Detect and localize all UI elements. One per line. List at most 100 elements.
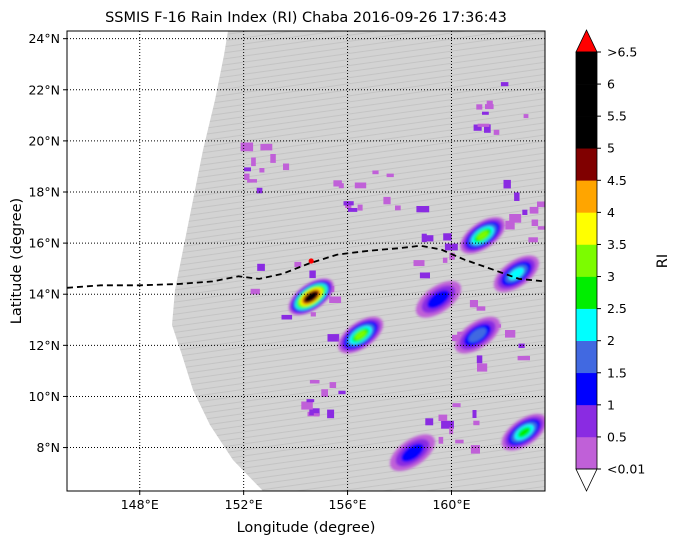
colorbar-tick-label: 1 <box>607 397 615 412</box>
colorbar-tick-label: 4.5 <box>607 173 627 188</box>
rain-speck <box>281 314 293 320</box>
colorbar-tick-label: 4 <box>607 205 615 220</box>
rain-speck <box>283 163 290 171</box>
rain-index-field <box>240 82 545 472</box>
y-axis-label: Latitude (degree) <box>9 198 25 324</box>
rain-speck <box>256 187 263 194</box>
rain-speck <box>537 201 545 208</box>
rain-speck <box>347 208 358 212</box>
rain-speck <box>383 196 391 205</box>
rain-speck <box>442 257 448 263</box>
rain-speck <box>425 418 434 426</box>
y-axis: 8°N 10°N 12°N 14°N 16°N 18°N 20°N 22°N 24°N <box>28 31 67 455</box>
y-tick-label: 18°N <box>28 185 60 200</box>
rain-speck <box>469 300 478 308</box>
storm-track <box>67 244 545 289</box>
rain-speck <box>505 330 516 338</box>
rain-speck <box>505 220 515 230</box>
rain-cell <box>338 316 384 354</box>
rain-speck <box>309 270 316 279</box>
rain-cell <box>454 316 501 354</box>
y-tick-label: 20°N <box>28 133 60 148</box>
x-tick-label: 160°E <box>432 497 470 512</box>
rain-speck <box>301 401 313 410</box>
rain-speck <box>452 334 460 342</box>
satellite-swath <box>172 31 545 491</box>
rain-level-ring <box>508 267 524 280</box>
rain-speck <box>329 296 342 303</box>
colorbar-tick-label: <0.01 <box>607 462 645 477</box>
rain-speck <box>244 167 251 172</box>
colorbar-frame <box>575 51 598 470</box>
rain-speck <box>338 183 344 189</box>
colorbar-segment <box>576 308 597 341</box>
rain-cell <box>493 255 539 293</box>
rain-speck <box>528 237 538 243</box>
rain-speck <box>455 439 464 444</box>
colorbar-segment <box>576 180 597 213</box>
rain-speck <box>327 409 335 419</box>
rain-speck <box>343 201 354 206</box>
map-plot-area <box>66 30 546 492</box>
rain-speck <box>477 363 488 372</box>
rain-speck <box>419 272 430 279</box>
rain-speck <box>240 142 254 152</box>
rain-speck <box>294 261 302 267</box>
rain-speck <box>354 182 367 189</box>
rain-speck <box>250 288 260 295</box>
colorbar-segment <box>576 436 597 470</box>
rain-speck <box>476 306 486 311</box>
rain-speck <box>259 168 265 173</box>
rain-speck <box>357 204 363 211</box>
rain-speck <box>413 260 425 267</box>
rain-speck <box>395 205 401 211</box>
rain-speck <box>473 124 482 131</box>
colorbar-under-arrow <box>575 468 598 492</box>
rain-speck <box>327 334 340 342</box>
colorbar-over-arrow <box>575 29 598 53</box>
rain-speck <box>522 209 528 215</box>
rain-speck <box>438 436 444 444</box>
rain-speck <box>482 111 489 115</box>
colorbar-segment <box>576 52 597 85</box>
rain-speck <box>306 399 315 403</box>
rain-speck <box>321 389 328 397</box>
rain-speck <box>517 355 530 361</box>
rain-level-ring <box>354 330 367 340</box>
rain-level-ring <box>468 327 487 343</box>
rain-speck <box>518 343 525 348</box>
colorbar-tick-label: 1.5 <box>607 365 627 380</box>
rain-speck <box>247 179 257 183</box>
rain-speck <box>309 408 320 416</box>
y-tick-label: 14°N <box>28 287 60 302</box>
rain-speck <box>386 173 394 178</box>
colorbar-segment <box>576 404 597 438</box>
rain-speck <box>452 403 461 408</box>
colorbar-segment <box>576 84 597 117</box>
colorbar-tick-label: 5.5 <box>607 109 627 124</box>
colorbar-tick-label: 2 <box>607 333 615 348</box>
rain-level-ring <box>427 290 450 309</box>
rain-speck <box>537 226 545 230</box>
rain-speck <box>260 143 273 151</box>
colorbar-segment <box>576 340 597 374</box>
x-axis: 148°E 152°E 156°E 160°E <box>121 491 471 512</box>
rain-speck <box>329 382 337 388</box>
rain-speck <box>470 445 480 454</box>
x-tick-label: 152°E <box>225 497 263 512</box>
rain-cell <box>288 278 334 316</box>
rain-speck <box>473 420 480 426</box>
rain-speck <box>244 173 250 180</box>
rain-speck <box>257 263 265 271</box>
colorbar-segment <box>576 244 597 277</box>
rain-speck <box>441 420 454 429</box>
rain-speck <box>476 104 483 110</box>
chart-title: SSMIS F-16 Rain Index (RI) Chaba 2016-09… <box>105 10 507 26</box>
rain-speck <box>477 123 490 127</box>
rain-speck <box>372 170 379 175</box>
rain-level-ring <box>401 443 424 462</box>
rain-speck <box>421 233 427 243</box>
rain-speck <box>503 179 511 189</box>
rain-speck <box>531 219 539 226</box>
